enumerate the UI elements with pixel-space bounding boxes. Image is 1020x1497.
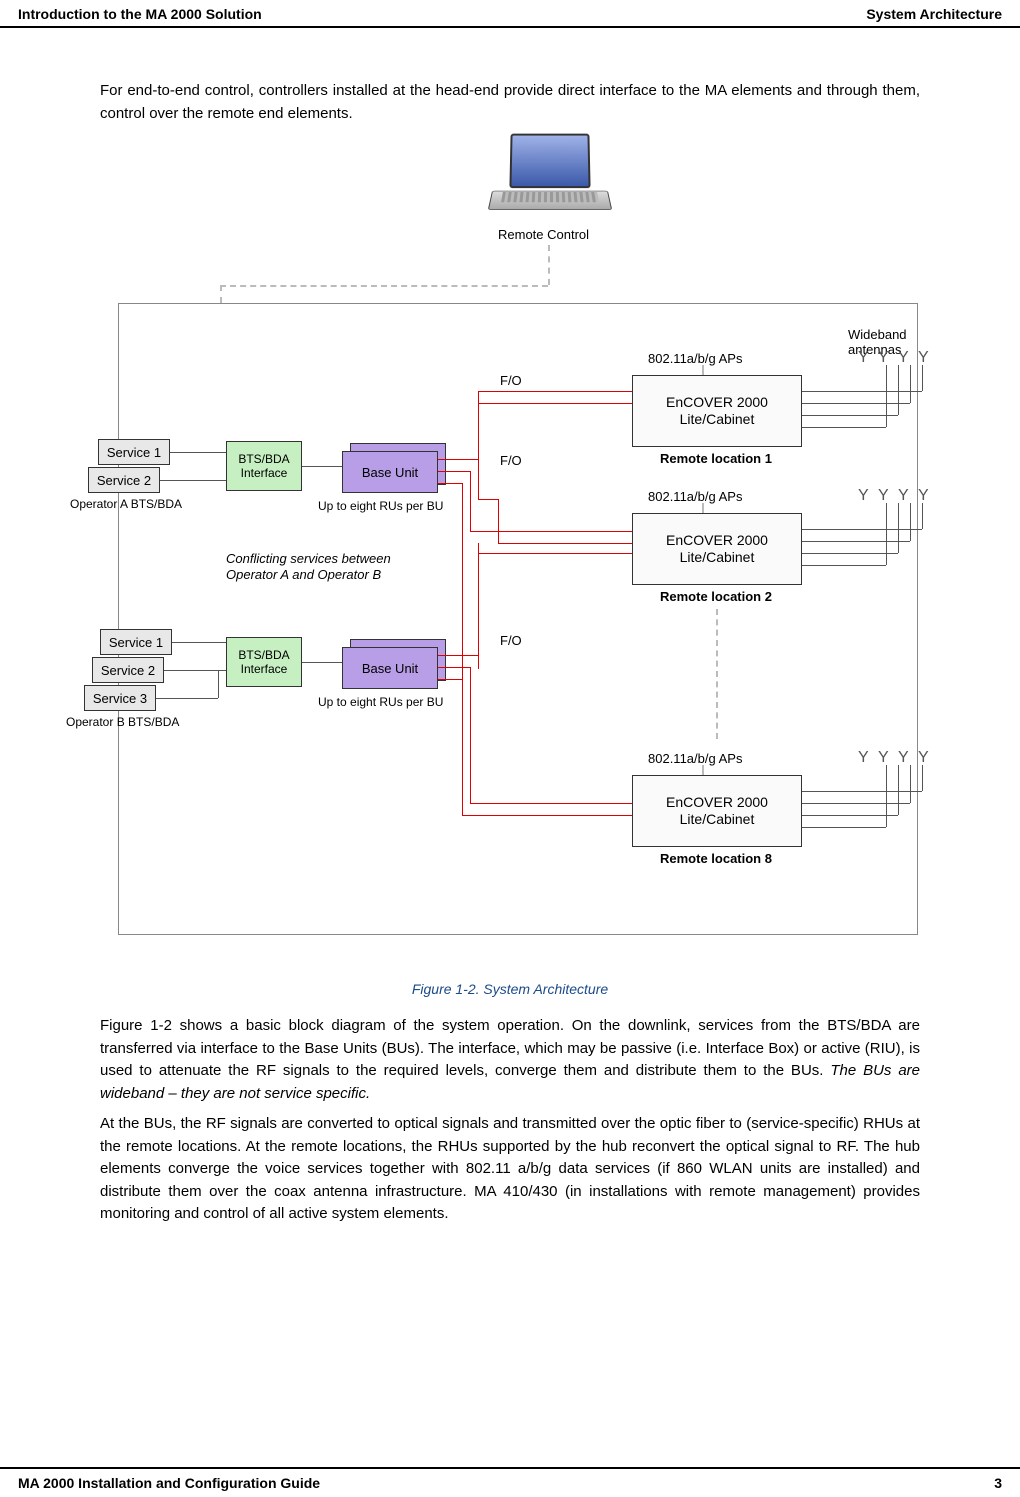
laptop-icon (480, 133, 620, 223)
opB-bu-label: Base Unit (362, 661, 418, 676)
remote-loc-2: Remote location 2 (660, 589, 772, 604)
conflict-note-2: Operator A and Operator B (226, 567, 381, 582)
fo-label-1: F/O (500, 373, 522, 388)
remote-control-label: Remote Control (498, 227, 589, 242)
opB-service-3: Service 3 (84, 685, 156, 711)
opA-interface: BTS/BDA Interface (226, 441, 302, 491)
encover-1-l1: EnCOVER 2000 (666, 394, 768, 412)
encover-8-l1: EnCOVER 2000 (666, 794, 768, 812)
body-para-2: At the BUs, the RF signals are converted… (100, 1113, 920, 1226)
encover-box-2: EnCOVER 2000 Lite/Cabinet (632, 513, 802, 585)
encover-box-8: EnCOVER 2000 Lite/Cabinet (632, 775, 802, 847)
opA-service-1: Service 1 (98, 439, 170, 465)
footer-left: MA 2000 Installation and Configuration G… (18, 1475, 320, 1491)
ap-label-1: 802.11a/b/g APs (648, 351, 742, 366)
encover-2-l1: EnCOVER 2000 (666, 532, 768, 550)
encover-8-l2: Lite/Cabinet (680, 811, 755, 829)
opA-label: Operator A BTS/BDA (70, 497, 182, 511)
header-left: Introduction to the MA 2000 Solution (18, 6, 262, 22)
opA-service-2: Service 2 (88, 467, 160, 493)
opB-interface: BTS/BDA Interface (226, 637, 302, 687)
encover-2-l2: Lite/Cabinet (680, 549, 755, 567)
remote-loc-8: Remote location 8 (660, 851, 772, 866)
ap-label-8: 802.11a/b/g APs (648, 751, 742, 766)
opA-iface-l1: BTS/BDA (238, 452, 289, 466)
opB-label: Operator B BTS/BDA (66, 715, 179, 729)
conflict-note-1: Conflicting services between (226, 551, 391, 566)
fo-label-2: F/O (500, 453, 522, 468)
opB-iface-l1: BTS/BDA (238, 648, 289, 662)
opB-ru-note: Up to eight RUs per BU (318, 695, 443, 709)
body-para-1a: Figure 1-2 shows a basic block diagram o… (100, 1017, 920, 1079)
figure-caption: Figure 1-2. System Architecture (100, 981, 920, 997)
opB-iface-l2: Interface (238, 662, 289, 676)
opB-service-2: Service 2 (92, 657, 164, 683)
fo-label-3: F/O (500, 633, 522, 648)
opA-ru-note: Up to eight RUs per BU (318, 499, 443, 513)
body-para-1: Figure 1-2 shows a basic block diagram o… (100, 1015, 920, 1105)
encover-1-l2: Lite/Cabinet (680, 411, 755, 429)
system-architecture-diagram: Remote Control Wideband antennas 802.11a… (100, 133, 920, 973)
opB-service-1: Service 1 (100, 629, 172, 655)
footer-right: 3 (994, 1475, 1002, 1491)
opA-bu-label: Base Unit (362, 465, 418, 480)
opA-iface-l2: Interface (238, 466, 289, 480)
ap-label-2: 802.11a/b/g APs (648, 489, 742, 504)
header-right: System Architecture (866, 6, 1002, 22)
remote-loc-1: Remote location 1 (660, 451, 772, 466)
encover-box-1: EnCOVER 2000 Lite/Cabinet (632, 375, 802, 447)
intro-paragraph: For end-to-end control, controllers inst… (100, 80, 920, 125)
